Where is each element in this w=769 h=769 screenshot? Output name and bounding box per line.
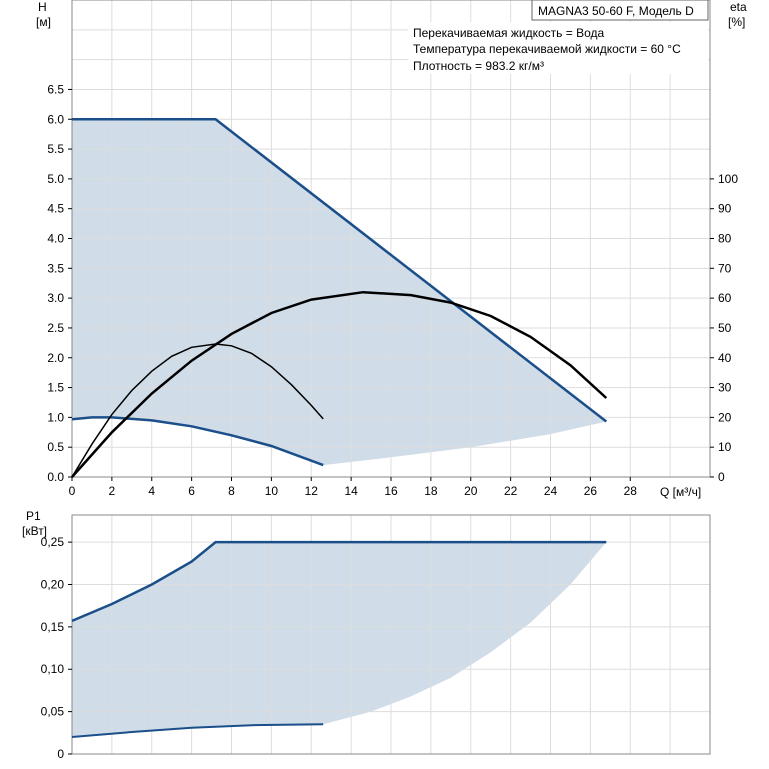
info-density: Плотность = 983.2 кг/м³ — [413, 59, 544, 73]
eta-tick-label: 20 — [718, 410, 732, 424]
eta-tick-label: 90 — [718, 202, 732, 216]
x-tick-label: 4 — [148, 484, 155, 498]
h-tick-label: 2.5 — [47, 321, 64, 335]
power-plot: 0 0,05 0,10 0,15 0,20 0,25 — [41, 514, 711, 761]
eta-tick-label: 0 — [718, 470, 725, 484]
q-axis-label: Q [м³/ч] — [660, 485, 701, 499]
x-tick-label: 20 — [464, 484, 478, 498]
eta-tick-label: 10 — [718, 440, 732, 454]
plot-border — [71, 514, 711, 755]
eta-tick-label: 40 — [718, 351, 732, 365]
h-tick-label: 2.0 — [47, 351, 64, 365]
h-axis-unit: [м] — [36, 15, 51, 29]
power-operating-range — [72, 542, 607, 737]
x-tick-label: 26 — [584, 484, 598, 498]
head-efficiency-plot: 0 2 4 6 8 10 12 14 16 18 20 22 24 26 280.00.51.01.52.0… — [47, 0, 738, 498]
x-tick-label: 16 — [384, 484, 398, 498]
x-tick-label: 14 — [344, 484, 358, 498]
p1-tick-label: 0,25 — [41, 535, 65, 549]
x-tick-label: 0 — [69, 484, 76, 498]
curve-p1-min — [71, 723, 324, 738]
h-axis-label: H — [38, 0, 47, 14]
p1-tick-label: 0,15 — [41, 620, 65, 634]
x-tick-label: 22 — [504, 484, 518, 498]
eta-axis-unit: [%] — [728, 15, 745, 29]
x-tick-label: 12 — [305, 484, 319, 498]
head-operating-range — [72, 119, 607, 466]
h-tick-label: 1.0 — [47, 410, 64, 424]
h-tick-label: 6.0 — [47, 112, 64, 126]
h-tick-label: 4.5 — [47, 202, 64, 216]
p1-tick-label: 0,20 — [41, 577, 65, 591]
x-tick-label: 28 — [624, 484, 638, 498]
curve-eta-max — [71, 290, 608, 478]
curve-h-min — [71, 416, 324, 467]
info-fluid: Перекачиваемая жидкость = Вода — [413, 26, 605, 40]
p1-axis-label: P1 — [26, 509, 41, 523]
h-tick-label: 4.0 — [47, 232, 64, 246]
x-tick-label: 6 — [188, 484, 195, 498]
curve-eta-min — [71, 343, 324, 478]
h-tick-label: 5.5 — [47, 142, 64, 156]
info-temp: Температура перекачиваемой жидкости = 60… — [413, 42, 681, 56]
curve-h-max — [72, 118, 608, 423]
info-box — [408, 22, 708, 74]
h-tick-label: 0.0 — [47, 470, 64, 484]
title-box — [531, 0, 709, 21]
h-tick-label: 3.0 — [47, 291, 64, 305]
x-tick-label: 24 — [544, 484, 558, 498]
p1-tick-label: 0,10 — [41, 662, 65, 676]
eta-tick-label: 30 — [718, 381, 732, 395]
p1-tick-label: 0,05 — [41, 705, 65, 719]
eta-tick-label: 50 — [718, 321, 732, 335]
chart-title: MAGNA3 50-60 F, Модель D — [538, 4, 694, 18]
eta-tick-label: 70 — [718, 261, 732, 275]
x-tick-label: 18 — [424, 484, 438, 498]
h-tick-label: 6.5 — [47, 82, 64, 96]
h-tick-label: 3.5 — [47, 261, 64, 275]
x-tick-label: 2 — [109, 484, 116, 498]
eta-tick-label: 100 — [718, 172, 738, 186]
curve-p1-max — [71, 540, 607, 623]
x-tick-label: 10 — [265, 484, 279, 498]
h-tick-label: 1.5 — [47, 381, 64, 395]
h-tick-label: 5.0 — [47, 172, 64, 186]
p1-axis-unit: [кВт] — [22, 524, 47, 538]
h-tick-label: 0.5 — [47, 440, 64, 454]
p1-tick-label: 0 — [57, 747, 64, 761]
eta-tick-label: 60 — [718, 291, 732, 305]
x-tick-label: 8 — [228, 484, 235, 498]
eta-axis-label: eta — [730, 0, 747, 14]
eta-tick-label: 80 — [718, 232, 732, 246]
